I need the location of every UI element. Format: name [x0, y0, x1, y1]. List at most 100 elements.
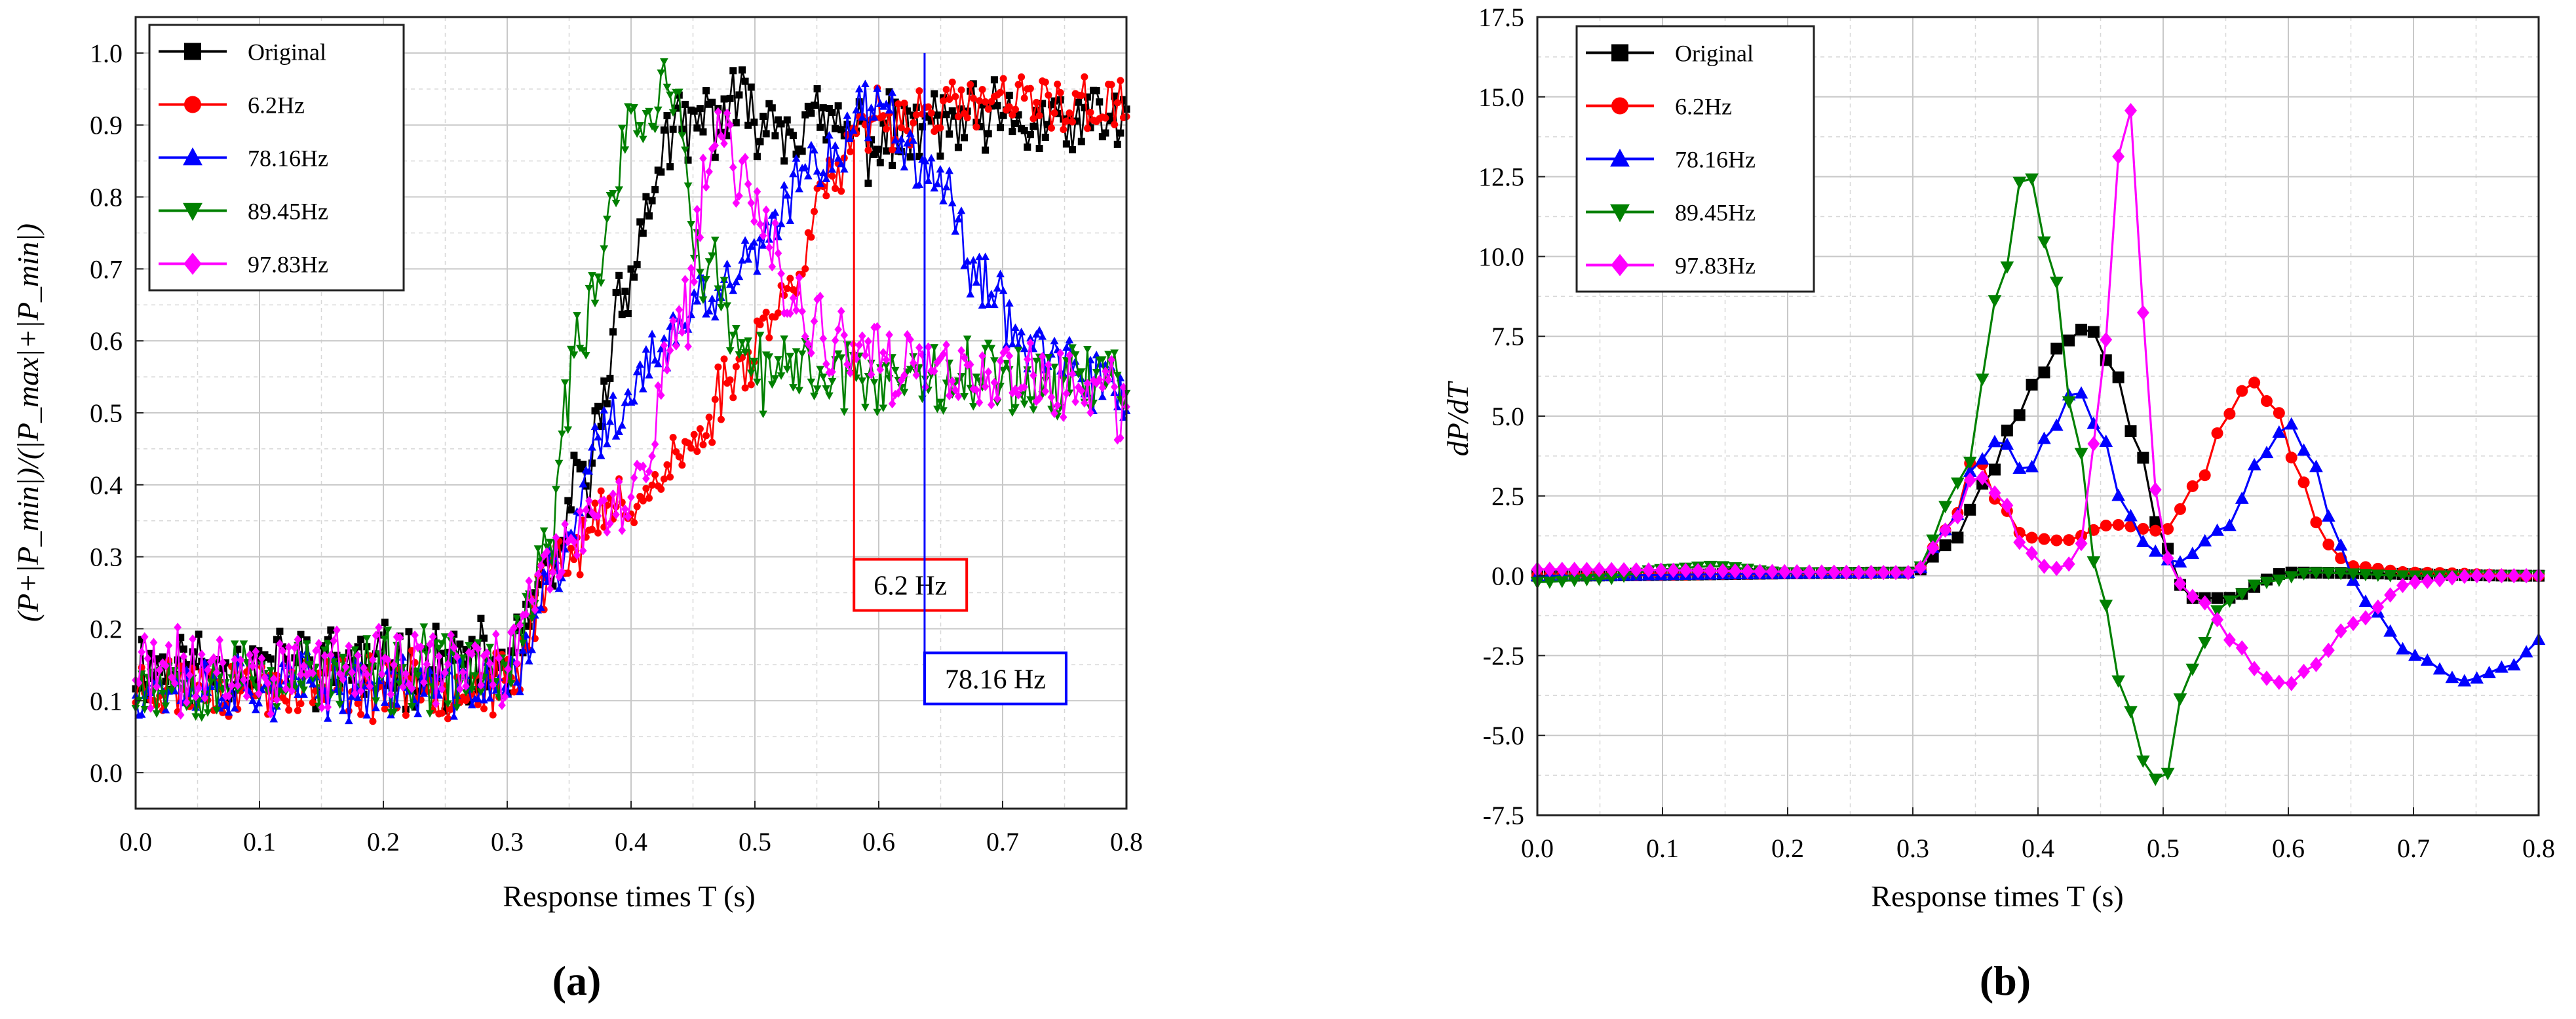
data-point [765, 242, 773, 252]
data-point [1020, 344, 1029, 353]
data-point [2247, 579, 2261, 592]
data-point [839, 408, 849, 416]
data-point [230, 640, 239, 648]
data-point [771, 208, 780, 216]
legend-marker [1610, 204, 1630, 223]
y-tick-label: 0.9 [90, 111, 123, 140]
data-point [318, 702, 326, 712]
panel-b-label: (b) [1980, 957, 2031, 1004]
data-point [588, 443, 596, 451]
annotation-label: 78.16 Hz [945, 664, 1046, 695]
data-point [1765, 564, 1778, 579]
data-point [798, 147, 806, 155]
data-point [1014, 81, 1022, 88]
data-point [1975, 374, 1990, 386]
data-point [354, 700, 362, 708]
data-point [705, 166, 713, 177]
data-point [1914, 560, 1927, 575]
data-point [954, 113, 962, 121]
data-point [2248, 661, 2261, 676]
data-point [864, 180, 872, 187]
y-tick-label: 0.5 [90, 398, 123, 428]
data-point [2408, 574, 2421, 590]
data-point [801, 111, 809, 119]
data-point [984, 367, 993, 377]
data-point [987, 345, 996, 353]
data-point [372, 630, 380, 640]
data-point [1011, 323, 1020, 332]
data-point [915, 343, 923, 353]
data-point [419, 689, 429, 697]
data-point [789, 132, 797, 140]
data-point [639, 497, 647, 505]
data-point [486, 659, 494, 668]
data-point [702, 87, 710, 95]
data-point [981, 345, 990, 353]
data-point [894, 388, 902, 398]
data-point [672, 341, 680, 351]
data-point [1050, 109, 1058, 117]
data-point [2309, 459, 2323, 472]
data-point [2334, 623, 2347, 639]
data-point [948, 107, 956, 115]
data-point [1102, 366, 1109, 376]
data-point [978, 101, 986, 109]
data-point [531, 605, 539, 615]
data-point [1543, 576, 1557, 589]
data-point [967, 81, 974, 88]
data-point [647, 330, 657, 337]
data-point [2346, 568, 2360, 581]
data-point [512, 615, 522, 623]
data-point [864, 146, 872, 154]
data-point [952, 92, 959, 100]
data-point [1047, 101, 1055, 109]
data-point [681, 100, 689, 108]
data-point [576, 465, 584, 472]
data-point [518, 640, 528, 647]
data-point [579, 347, 588, 355]
data-point [2334, 567, 2348, 581]
data-point [1020, 126, 1028, 134]
data-point [1045, 121, 1052, 128]
data-point [381, 619, 389, 626]
data-point [900, 370, 908, 380]
data-point [1716, 563, 1729, 579]
y-tick-label: 0.3 [90, 543, 123, 572]
data-point [2087, 436, 2100, 452]
data-point [739, 66, 746, 74]
data-point [609, 328, 617, 336]
y-tick-label: 0.1 [90, 686, 123, 716]
data-point [384, 655, 392, 664]
data-point [444, 715, 452, 723]
data-point [624, 512, 632, 522]
data-point [552, 550, 560, 558]
data-point [699, 441, 707, 449]
data-point [618, 311, 626, 318]
data-point [999, 111, 1007, 119]
data-point [888, 398, 896, 409]
data-point [1113, 99, 1121, 107]
data-point [2050, 534, 2063, 547]
data-point [2297, 443, 2311, 456]
data-point [795, 273, 803, 283]
data-point [657, 485, 665, 493]
data-point [2099, 434, 2113, 448]
data-point [936, 152, 944, 160]
data-point [988, 400, 995, 410]
data-point [408, 703, 416, 711]
data-point [465, 642, 473, 650]
data-point [1054, 80, 1062, 88]
data-point [525, 622, 533, 630]
data-point [2136, 535, 2150, 547]
data-point [600, 495, 608, 505]
data-point [467, 701, 476, 708]
data-point [984, 339, 993, 348]
data-point [612, 510, 620, 520]
data-point [2235, 588, 2249, 601]
x-tick-label: 0.2 [367, 827, 400, 856]
data-point [981, 381, 990, 392]
data-point [600, 245, 609, 253]
data-point [393, 642, 401, 650]
data-point [927, 109, 935, 117]
